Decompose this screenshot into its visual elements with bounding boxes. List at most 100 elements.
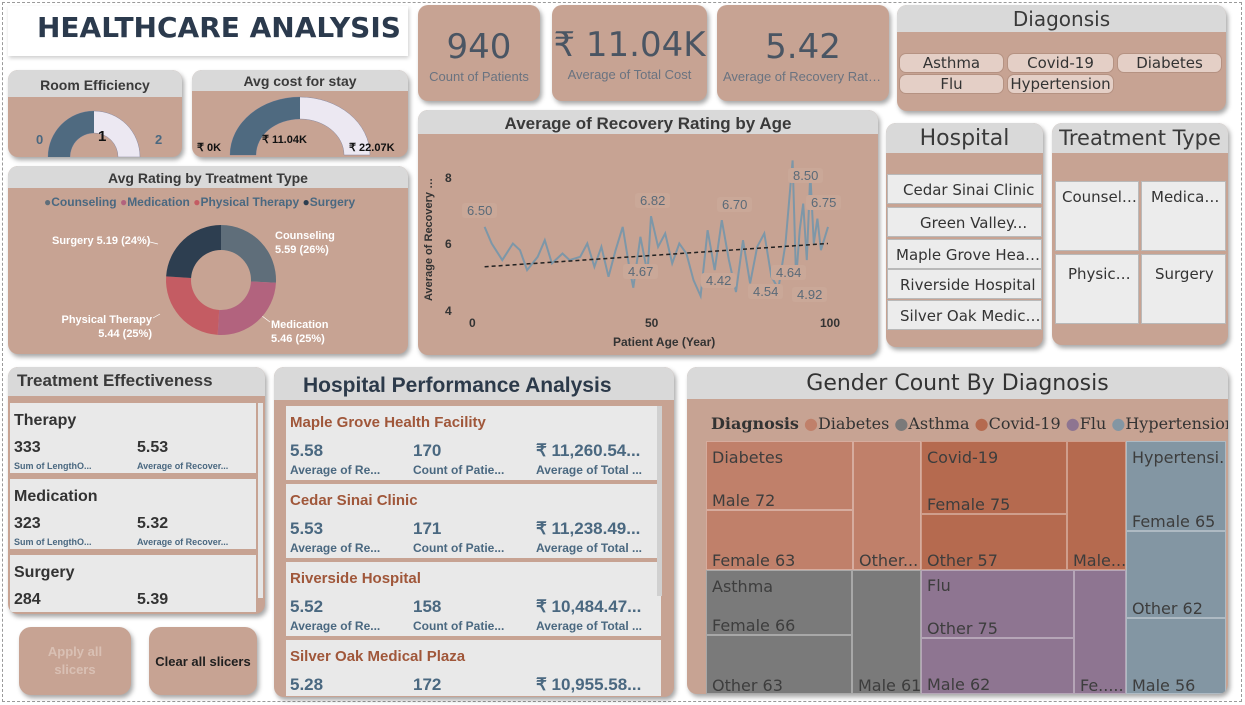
treatment-option[interactable]: Medicati... — [1141, 181, 1226, 251]
gender-by-diagnosis-card[interactable]: Gender Count By Diagnosis Diagnosis ●Dia… — [687, 367, 1228, 694]
kpi-value: 5.42 — [765, 27, 841, 67]
treemap-cell-label: Other 63 — [712, 676, 783, 694]
hospital-option[interactable]: Green Valley... — [887, 207, 1042, 237]
donut-label-medication: Medication 5.46 (25%) — [271, 318, 328, 346]
avg-rating-donut-card[interactable]: Avg Rating by Treatment Type ●Counseling… — [8, 166, 408, 354]
row-name: Surgery — [14, 564, 75, 581]
donut-slice-counseling[interactable] — [221, 225, 276, 283]
treemap-cell-hypertension-other[interactable]: Other 62 — [1126, 531, 1226, 618]
kpi-average-total-cost[interactable]: ₹ 11.04K Average of Total Cost — [552, 5, 707, 101]
treemap-cell-label: Male 62 — [927, 675, 991, 694]
treemap-cell-flu-female[interactable]: Fe...... — [1074, 570, 1126, 694]
treemap-cell-label: Female 63 — [712, 551, 796, 570]
diagnosis-option-diabetes[interactable]: Diabetes — [1117, 53, 1222, 73]
hospital-performance-card[interactable]: Hospital Performance Analysis Maple Grov… — [274, 367, 674, 697]
hospital-option[interactable]: Silver Oak Medical... — [887, 300, 1042, 330]
treemap-group-label: Hypertensi... — [1132, 448, 1226, 467]
legend-covid: Covid-19 — [988, 414, 1061, 433]
treemap-cell-hypertension-male[interactable]: Male 56 — [1126, 618, 1226, 694]
treemap-cell-diabetes-female[interactable]: Female 63 — [706, 510, 853, 570]
hospital-name: Cedar Sinai Clinic — [290, 492, 418, 509]
row-name: Therapy — [14, 412, 77, 429]
hospital-cost: ₹ 10,955.58... — [536, 675, 642, 694]
hospital-row[interactable]: Silver Oak Medical Plaza 5.28 172 ₹ 10,9… — [286, 640, 661, 696]
legend-diabetes: Diabetes — [817, 414, 890, 433]
page-title: HEALTHCARE ANALYSIS — [8, 6, 408, 56]
treemap-cell-asthma-male[interactable]: Male 61 — [852, 570, 921, 694]
effectiveness-row-medication[interactable]: Medication 323 5.32 Sum of LengthO... Av… — [10, 479, 256, 551]
data-label: 8.50 — [788, 168, 824, 183]
room-efficiency-title: Room Efficiency — [8, 70, 182, 97]
hospital-option[interactable]: Riverside Hospital — [887, 269, 1042, 299]
diagnosis-option-hypertension[interactable]: Hypertension — [1007, 74, 1114, 94]
hospital-option[interactable]: Cedar Sinai Clinic — [887, 174, 1042, 204]
hospital-row[interactable]: Riverside Hospital 5.52 158 ₹ 10,484.47.… — [286, 562, 661, 638]
donut-slice-physical-therapy[interactable] — [166, 276, 220, 335]
avg-cost-gauge-fill — [230, 97, 300, 155]
treemap-cell-covid-other[interactable]: Other 57 — [921, 514, 1067, 570]
kpi-label: Count of Patients — [429, 69, 529, 84]
donut-slice-medication[interactable] — [217, 281, 276, 335]
treatment-slicer-title: Treatment Type — [1052, 123, 1228, 153]
effectiveness-row-surgery[interactable]: Surgery 284 5.39 — [10, 555, 256, 612]
room-efficiency-value: 1 — [98, 128, 107, 145]
treemap-cell-diabetes-other[interactable]: Other... — [853, 441, 921, 570]
diagnosis-option-flu[interactable]: Flu — [899, 74, 1004, 94]
diagnosis-option-asthma[interactable]: Asthma — [899, 53, 1004, 73]
legend-physical-therapy: Physical Therapy — [200, 195, 300, 209]
scrollbar[interactable] — [258, 403, 263, 598]
avg-cost-title: Avg cost for stay — [192, 70, 408, 91]
row-avg-label: Average of Recover... — [137, 461, 229, 471]
treemap-cell-diabetes-male[interactable]: Diabetes Male 72 — [706, 441, 853, 510]
hospital-row[interactable]: Maple Grove Health Facility 5.58 170 ₹ 1… — [286, 406, 661, 482]
treatment-effectiveness-card[interactable]: Treatment Effectiveness Therapy 333 5.53… — [8, 367, 265, 614]
avg-cost-max: ₹ 22.07K — [349, 142, 395, 154]
donut-slice-surgery[interactable] — [166, 225, 221, 279]
hospital-count: 158 — [413, 597, 442, 616]
clear-all-slicers-button[interactable]: Clear all slicers — [149, 627, 257, 695]
legend-asthma: Asthma — [908, 414, 970, 433]
donut-label-physical: Physical Therapy 5.44 (25%) — [60, 313, 153, 341]
legend-dot-icon: ● — [1065, 414, 1080, 433]
diagnosis-slicer[interactable]: Diagonsis Asthma Covid-19 Diabetes Flu H… — [897, 5, 1226, 111]
hospital-avg-label: Average of Re... — [290, 619, 381, 633]
x-tick: 100 — [820, 316, 841, 330]
legend-dot-icon: ● — [804, 414, 818, 433]
hospital-slicer[interactable]: Hospital Cedar Sinai Clinic Green Valley… — [886, 123, 1043, 347]
treatment-option[interactable]: Physical... — [1055, 254, 1139, 324]
treatment-type-slicer[interactable]: Treatment Type Counseli... Medicati... P… — [1052, 123, 1228, 345]
treemap-cell-label: Male 72 — [712, 491, 776, 510]
label-name: Medication — [271, 319, 329, 331]
treemap-cell-hypertension-female[interactable]: Hypertensi... Female 65 — [1126, 441, 1226, 531]
treemap-cell-flu-male[interactable]: Male 62 — [921, 638, 1074, 694]
treemap-cell-covid-male[interactable]: Male... — [1067, 441, 1126, 570]
treemap-cell-asthma-female[interactable]: Asthma Female 66 — [706, 570, 852, 635]
treemap-cell-covid-female[interactable]: Covid-19 Female 75 — [921, 441, 1067, 514]
hospital-option[interactable]: Maple Grove Healt... — [887, 239, 1042, 269]
avg-cost-card[interactable]: Avg cost for stay ₹ 0K ₹ 11.04K ₹ 22.07K — [192, 70, 408, 157]
legend-surgery: Surgery — [309, 195, 356, 209]
kpi-average-recovery[interactable]: 5.42 Average of Recovery Rating — [717, 5, 889, 101]
treemap-cell-flu-other[interactable]: Flu Other 75 — [921, 570, 1074, 638]
hospital-avg: 5.58 — [290, 441, 324, 460]
hospital-row[interactable]: Cedar Sinai Clinic 5.53 171 ₹ 11,238.49.… — [286, 484, 661, 560]
legend-medication: Medication — [127, 195, 190, 209]
kpi-patient-count[interactable]: 940 Count of Patients — [418, 5, 540, 101]
hospital-cost-label: Average of Total ... — [536, 619, 643, 633]
room-efficiency-card[interactable]: Room Efficiency 0 1 2 — [8, 70, 182, 157]
apply-all-slicers-button[interactable]: Apply all slicers — [19, 627, 131, 695]
recovery-by-age-card[interactable]: Average of Recovery Rating by Age Averag… — [418, 110, 878, 355]
kpi-label: Average of Total Cost — [567, 67, 692, 82]
room-efficiency-gauge — [47, 110, 141, 157]
donut-legend: ●Counseling ●Medication ●Physical Therap… — [44, 195, 355, 209]
treemap-cell-asthma-other[interactable]: Other 63 — [706, 635, 852, 694]
treatment-effectiveness-title: Treatment Effectiveness — [8, 367, 265, 396]
effectiveness-row-therapy[interactable]: Therapy 333 5.53 Sum of LengthO... Avera… — [10, 403, 256, 475]
diagnosis-option-covid[interactable]: Covid-19 — [1007, 53, 1114, 73]
data-label: 4.42 — [701, 273, 737, 288]
hospital-avg: 5.28 — [290, 675, 324, 694]
treatment-option[interactable]: Surgery — [1141, 254, 1226, 324]
row-sum-label: Sum of LengthO... — [14, 537, 92, 547]
treatment-option[interactable]: Counseli... — [1055, 181, 1139, 251]
scrollbar[interactable] — [657, 406, 662, 596]
